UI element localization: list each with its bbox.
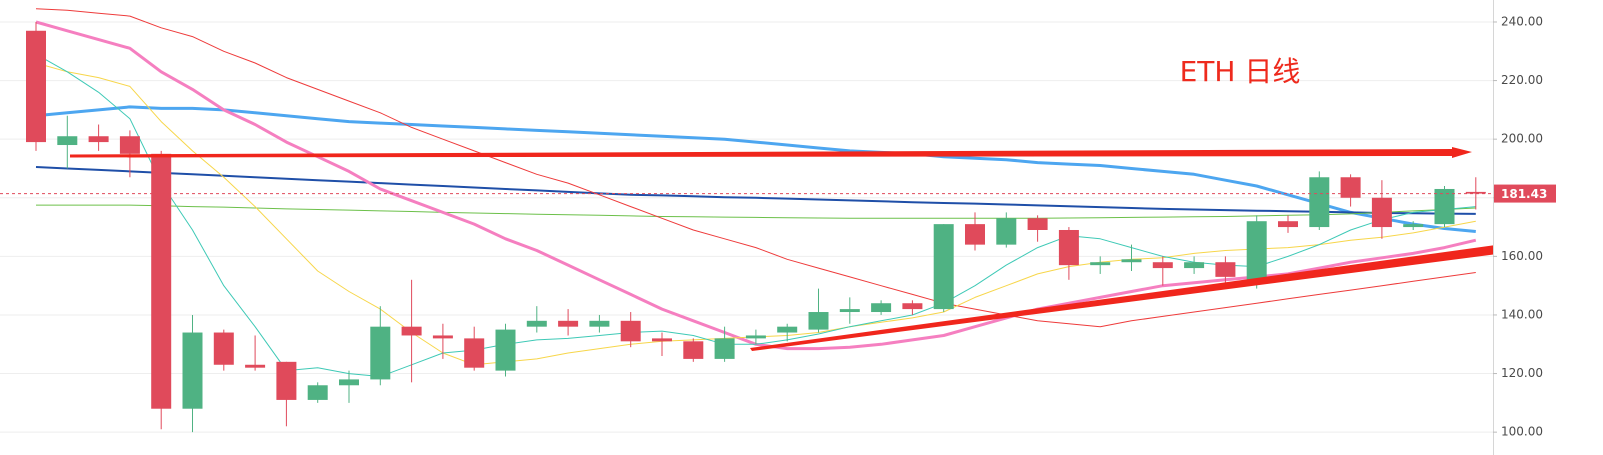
y-tick-label: 240.00 — [1501, 14, 1543, 28]
candle-body — [652, 338, 672, 342]
annotation-arrows — [70, 147, 1526, 351]
moving-average-line — [35, 53, 1476, 377]
candle-body — [526, 320, 547, 327]
arrow-upper — [70, 147, 1472, 158]
axis-background — [1493, 0, 1603, 455]
candle-body — [777, 326, 798, 333]
last-price-box — [1494, 184, 1556, 203]
candle-body — [1340, 177, 1361, 198]
candle-body — [808, 312, 829, 330]
candle-body — [933, 224, 954, 310]
candle-body — [495, 329, 516, 371]
y-tick-label: 220.00 — [1501, 73, 1543, 87]
last-price-label: 181.43 — [1501, 187, 1547, 201]
candle-body — [589, 320, 610, 327]
moving-average-line — [35, 62, 1476, 366]
candle-body — [1278, 221, 1298, 228]
candle-body — [1434, 188, 1455, 225]
candle-body — [1058, 229, 1079, 266]
candle-body — [1121, 259, 1142, 263]
candle-body — [871, 303, 892, 313]
candle-body — [996, 218, 1017, 245]
candle-body — [1309, 177, 1330, 228]
candle-body — [620, 320, 641, 342]
candle-body — [1215, 262, 1236, 277]
moving-average-line — [35, 105, 1476, 233]
candle-body — [401, 326, 422, 336]
moving-average-line — [36, 204, 1476, 219]
candle-body — [558, 320, 579, 327]
candle-body — [119, 136, 140, 154]
y-tick-label: 160.00 — [1501, 249, 1543, 263]
candle-body — [1027, 218, 1048, 230]
candle-body — [965, 224, 985, 245]
y-tick-label: 140.00 — [1501, 307, 1543, 321]
candle-body — [1371, 197, 1392, 228]
candle-body — [432, 335, 453, 339]
candle-body — [151, 153, 172, 409]
candle-body — [1184, 262, 1205, 269]
candle-body — [57, 136, 78, 146]
candle-body — [464, 338, 485, 368]
y-tick-label: 100.00 — [1501, 425, 1543, 439]
candle-body — [902, 303, 923, 310]
y-tick-label: 120.00 — [1501, 366, 1543, 380]
candle-body — [245, 364, 266, 368]
candle-body — [1403, 224, 1424, 228]
candle-body — [683, 341, 704, 359]
candles — [0, 21, 1493, 433]
moving-average-line — [35, 8, 1476, 328]
candle-body — [1465, 191, 1486, 194]
candle-body — [714, 338, 735, 359]
candle-body — [276, 361, 297, 400]
candle-body — [839, 309, 860, 313]
candle-body — [370, 326, 391, 380]
candle-body — [88, 136, 109, 143]
candle-body — [745, 335, 766, 339]
y-tick-label: 200.00 — [1501, 132, 1543, 146]
candle-body — [307, 385, 328, 400]
candle-body — [1152, 262, 1173, 269]
arrow-lower — [750, 240, 1526, 351]
candle-body — [1090, 262, 1111, 266]
candle-body — [1246, 221, 1267, 280]
candle-body — [182, 332, 203, 409]
candle-body — [26, 30, 46, 143]
candle-body — [213, 332, 234, 365]
y-axis: 100.00120.00140.00160.00180.00200.00220.… — [1493, 14, 1556, 439]
candle-body — [339, 379, 359, 386]
moving-average-line — [35, 166, 1476, 215]
chart-title: ETH 日线 — [1180, 55, 1301, 88]
